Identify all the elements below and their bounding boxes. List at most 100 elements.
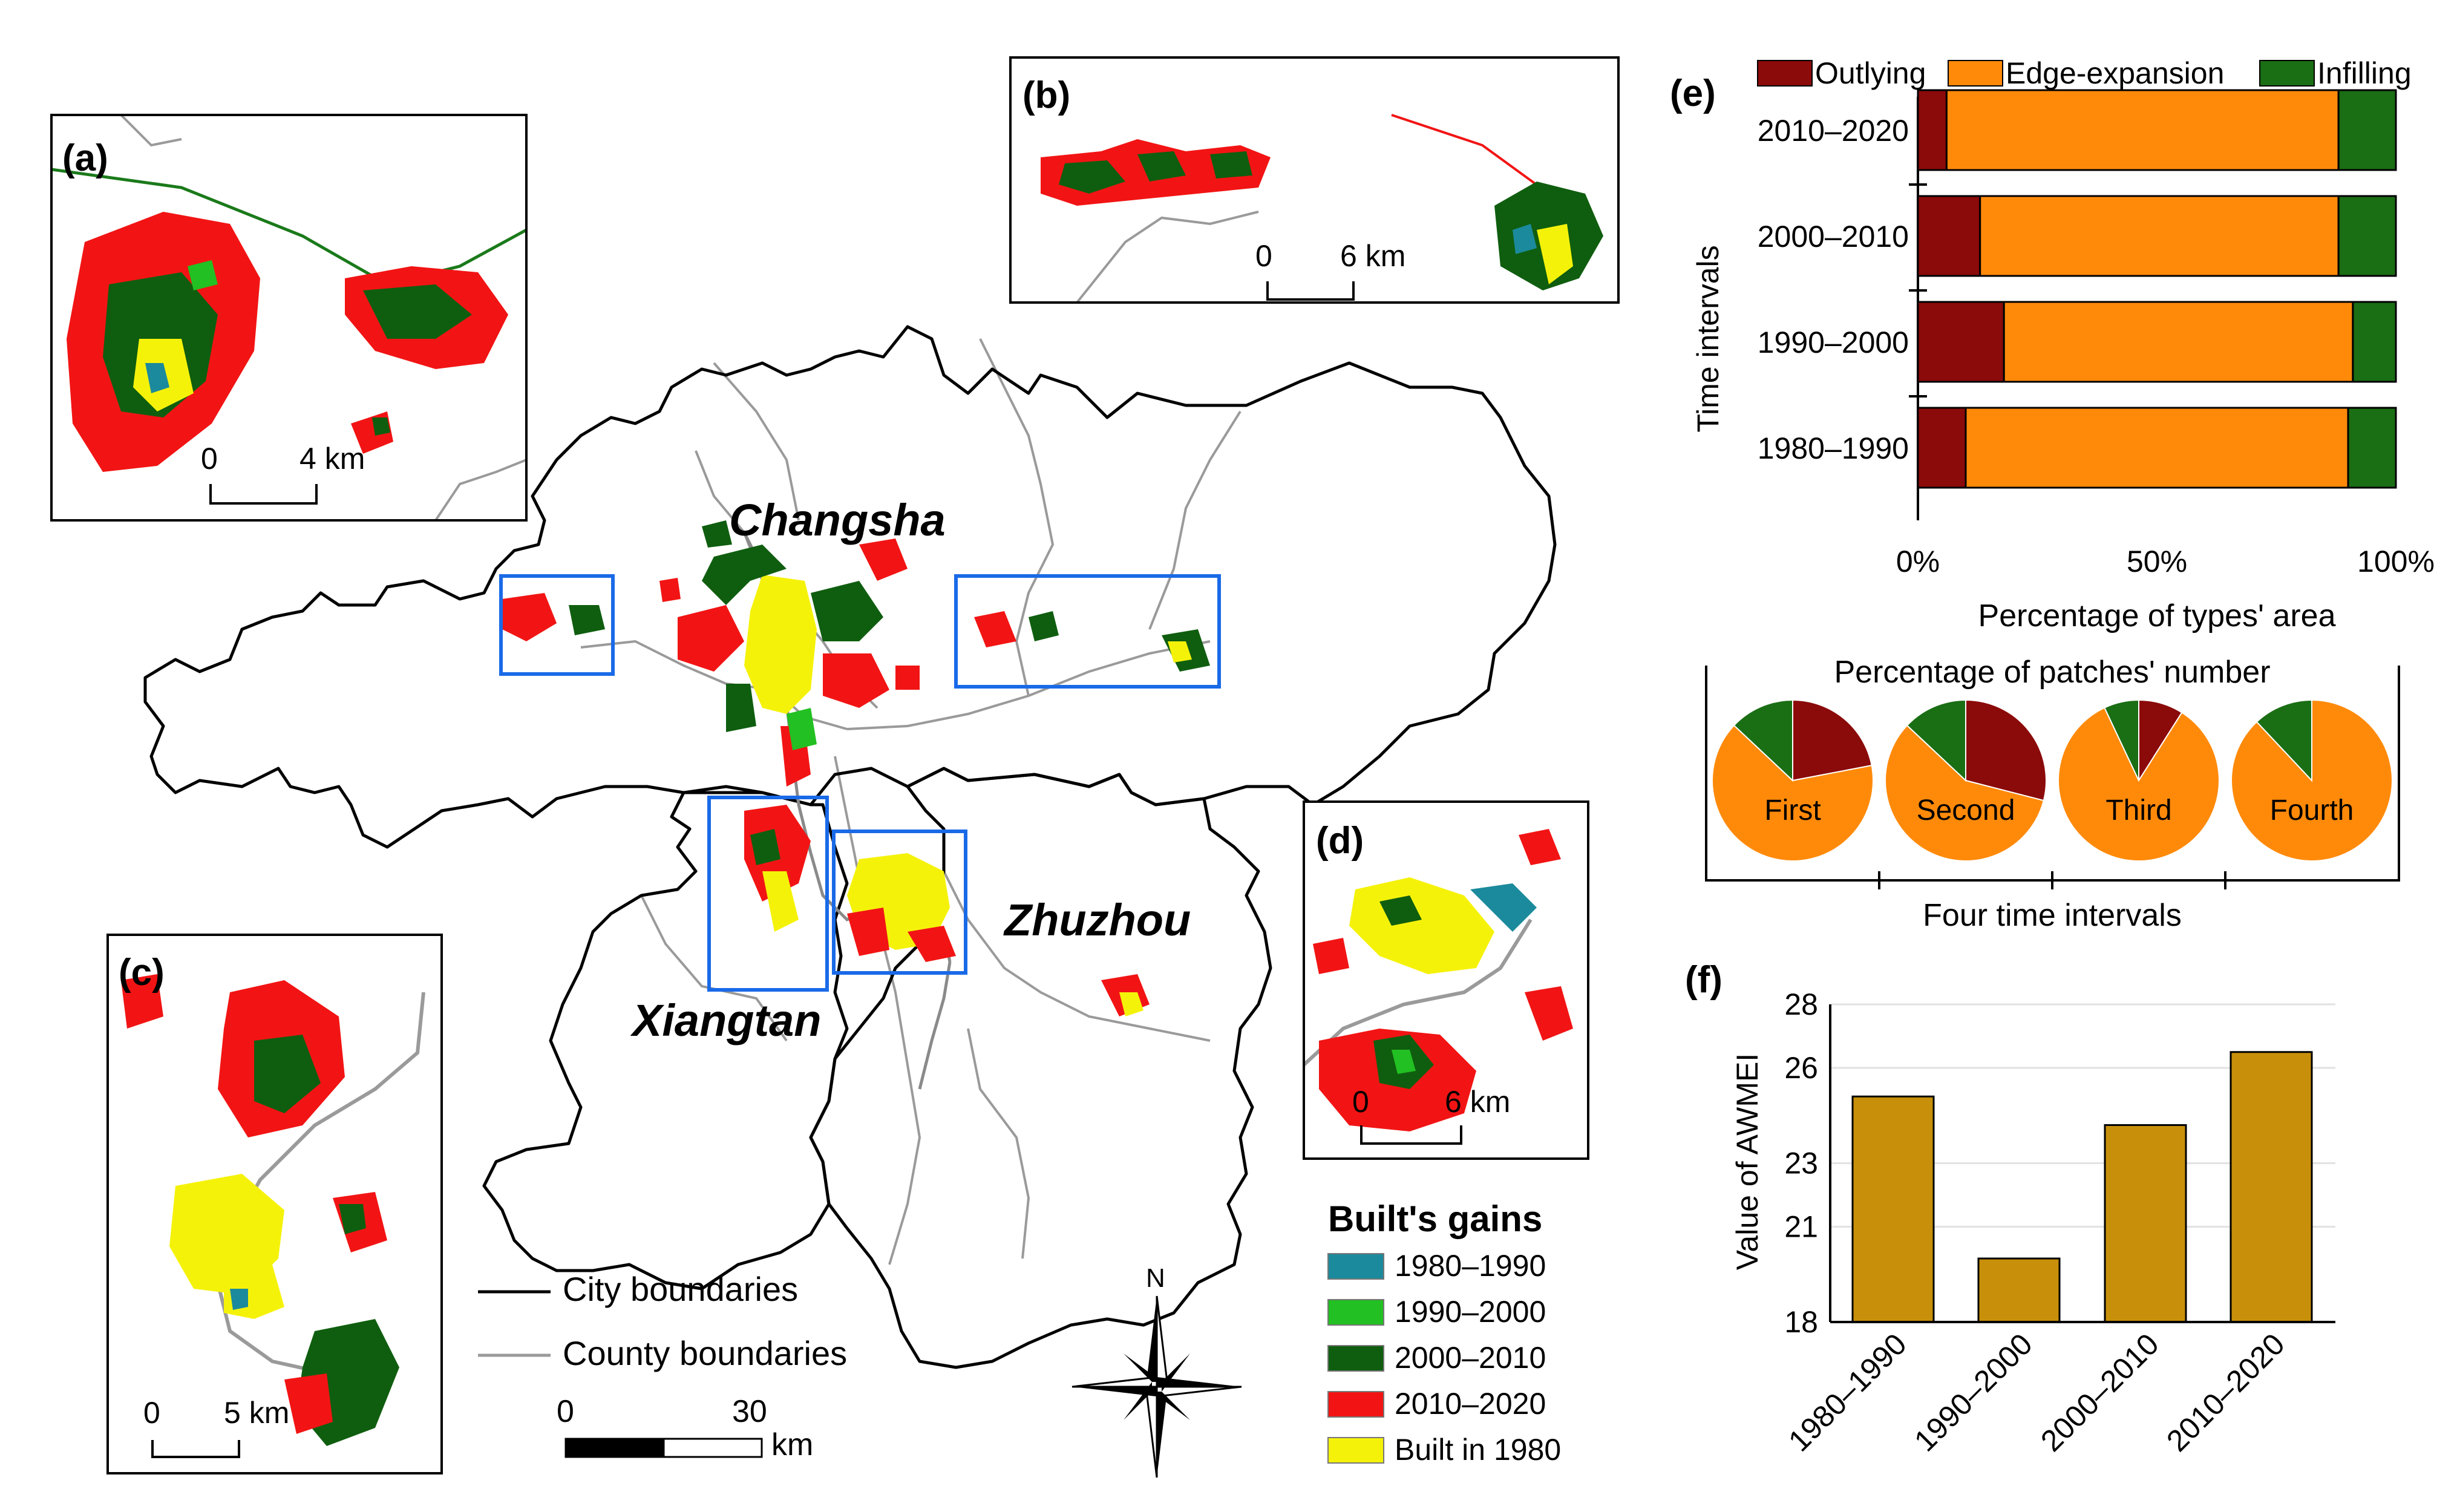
pie-label-3: Fourth (2270, 794, 2354, 826)
panel-f: (f) Value of AWMEI 18 21 23 26 28 1980–19901… (1685, 959, 2335, 1458)
pie-title: Percentage of patches' number (1834, 655, 2270, 690)
pie-xlabel: Four time intervals (1923, 898, 2182, 933)
changsha-boundary (143, 325, 1557, 849)
inset-a: (a) 0 4 km (50, 114, 528, 522)
awmei-ytick-0: 18 (1784, 1305, 1818, 1339)
box-d (832, 830, 967, 975)
panel-e: (e) Outlying Edge-expansion Infilling Ti… (1670, 56, 2435, 633)
inset-c-label: (c) (119, 952, 165, 993)
gains-label-1: 1980–1990 (1395, 1249, 1546, 1283)
stacked-bar-edge-expansion-0 (1945, 89, 2340, 171)
gains-swatch-1 (1327, 1253, 1384, 1280)
inset-b-scale-zero: 0 (1255, 239, 1272, 273)
inset-b-label: (b) (1022, 74, 1070, 116)
gains-swatch-2 (1327, 1299, 1384, 1326)
pie-slice-infilling-2 (2104, 699, 2139, 781)
stacked-bar-infilling-2 (2352, 301, 2397, 383)
legend-label-outlying: Outlying (1815, 56, 1926, 90)
stacked-bar-edge-expansion-3 (1965, 407, 2349, 489)
pie-slice-infilling-1 (1906, 699, 1966, 782)
stacked-bar-outlying-1 (1917, 195, 1981, 277)
box-b (954, 574, 1221, 689)
awmei-bar-1 (1977, 1257, 2061, 1323)
awmei-ytick-3: 26 (1784, 1051, 1818, 1085)
stacked-bar-infilling-3 (2347, 407, 2397, 489)
inset-a-label: (a) (62, 137, 108, 179)
inset-d: (d) 0 6 km (1303, 800, 1589, 1160)
awmei-ytick-1: 21 (1784, 1210, 1818, 1244)
panel-f-label: (f) (1685, 959, 1723, 1001)
xtick-0: 0% (1896, 545, 1940, 578)
inset-b-scale-max: 6 km (1340, 239, 1405, 273)
inset-location-boxes (499, 574, 1221, 992)
panel-f-ylabel: Value of AWMEI (1730, 1053, 1764, 1270)
pie-slice-infilling-3 (2256, 699, 2312, 782)
north-arrow-icon: N (1071, 1263, 1242, 1478)
gains-label-5: Built in 1980 (1395, 1433, 1561, 1467)
stacked-bars (1917, 89, 2397, 489)
pie-slice-edge-expansion-0 (1712, 724, 1874, 862)
gains-label-2: 1990–2000 (1395, 1295, 1546, 1329)
awmei-ytick-2: 23 (1784, 1147, 1818, 1180)
awmei-category-label-2: 2000–2010 (2034, 1327, 2165, 1458)
inset-c-scale-zero: 0 (143, 1396, 160, 1430)
gains-legend-title: Built's gains (1328, 1199, 1542, 1239)
inset-a-scale-zero: 0 (201, 442, 218, 476)
box-c (707, 796, 829, 992)
pie-slice-edge-expansion-2 (2058, 707, 2220, 862)
county-boundaries (580, 338, 1242, 1265)
xtick-50: 50% (2127, 545, 2187, 578)
legend-label-edge: Edge-expansion (2006, 56, 2224, 90)
stacked-bar-edge-expansion-1 (1979, 195, 2340, 277)
pie-slice-infilling-0 (1733, 699, 1793, 782)
pies: First Second Third Fourth (1712, 699, 2393, 862)
box-a (499, 574, 615, 676)
legend-swatch-edge (1948, 60, 2003, 87)
zhuzhou-boundary (809, 767, 1272, 1369)
panel-e-legend: Outlying Edge-expansion Infilling (1757, 56, 2412, 90)
city-boundary-label: City boundaries (563, 1270, 798, 1308)
stacked-category-label-0: 2010–2020 (1758, 114, 1909, 148)
pie-panel: Percentage of patches' number First Secon… (1705, 655, 2400, 933)
pie-label-2: Third (2105, 794, 2171, 826)
awmei-ytick-labels: 18 21 23 26 28 (1784, 987, 1818, 1339)
inset-d-label: (d) (1316, 820, 1364, 862)
legend-swatch-outlying (1757, 60, 1813, 87)
stacked-category-label-2: 1990–2000 (1758, 326, 1909, 359)
awmei-category-label-0: 1980–1990 (1782, 1327, 1913, 1458)
stacked-category-labels: 2010–2020 2000–2010 1990–2000 1980–1990 (1758, 114, 1909, 465)
city-boundaries (143, 325, 1557, 1369)
awmei-ytick-4: 28 (1784, 987, 1818, 1021)
city-name-xiangtan: Xiangtan (630, 995, 821, 1046)
stacked-category-label-3: 1980–1990 (1758, 431, 1909, 465)
gains-label-4: 2010–2020 (1395, 1387, 1546, 1421)
stacked-bar-outlying-0 (1917, 89, 1948, 171)
built-up-patches (502, 520, 1210, 1016)
stacked-bar-infilling-1 (2337, 195, 2397, 277)
awmei-category-label-1: 1990–2000 (1908, 1327, 2039, 1458)
inset-d-scale-zero: 0 (1352, 1085, 1369, 1119)
main-scale-zero: 0 (557, 1394, 574, 1429)
stacked-category-ticks (1909, 183, 1927, 398)
panel-e-ylabel: Time intervals (1691, 245, 1725, 432)
stacked-category-label-1: 2000–2010 (1758, 220, 1909, 254)
inset-c: (c) 0 5 km (106, 934, 443, 1474)
inset-a-scale-max: 4 km (299, 442, 365, 476)
gains-swatch-3 (1327, 1345, 1384, 1372)
pie-slice-outlying-0 (1792, 699, 1873, 782)
main-scale-bar: 0 30 km (557, 1394, 813, 1462)
panel-e-label: (e) (1670, 73, 1716, 114)
inset-b: (b) 0 6 km (1009, 56, 1620, 304)
inset-d-scale-max: 6 km (1445, 1085, 1510, 1119)
stacked-bar-infilling-0 (2337, 89, 2397, 171)
pie-slice-outlying-1 (1965, 699, 2047, 802)
awmei-bars (1851, 1051, 2313, 1323)
pie-slice-edge-expansion-1 (1885, 724, 2045, 862)
xtick-100: 100% (2357, 545, 2435, 578)
awmei-bar-3 (2230, 1051, 2313, 1323)
pie-label-1: Second (1917, 794, 2015, 826)
city-name-zhuzhou: Zhuzhou (1003, 895, 1191, 945)
main-scale-max: 30 (732, 1394, 767, 1429)
